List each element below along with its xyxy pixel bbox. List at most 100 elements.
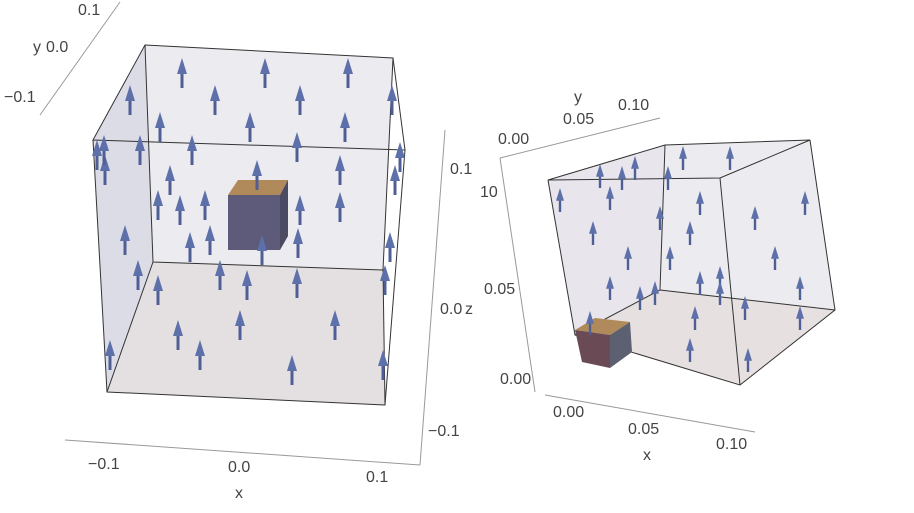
vector-arrow xyxy=(679,146,687,170)
z-tick: −0.1 xyxy=(428,423,460,440)
vector-arrow xyxy=(651,281,659,305)
vector-arrow xyxy=(99,135,109,165)
vector-arrow xyxy=(696,271,704,295)
vector-arrow xyxy=(631,156,639,180)
vector-arrow xyxy=(210,85,220,115)
vector-arrow xyxy=(105,340,115,370)
vector-arrow xyxy=(686,338,694,362)
vector-arrow xyxy=(292,132,302,162)
y-label: y xyxy=(33,39,41,56)
z-tick: 0.1 xyxy=(450,161,472,178)
vector-arrow xyxy=(395,142,405,172)
back-face xyxy=(660,140,835,310)
vector-arrow xyxy=(716,281,724,305)
vector-arrow xyxy=(92,140,102,170)
vector-arrow xyxy=(751,206,759,230)
vector-arrow xyxy=(287,355,297,385)
plot-right xyxy=(499,117,836,433)
vector-arrow xyxy=(387,85,397,115)
plot-left xyxy=(39,1,446,466)
side-face xyxy=(93,45,153,392)
x-label: x xyxy=(235,485,243,502)
axes xyxy=(39,1,446,466)
z-tick: 0.0 xyxy=(440,301,462,318)
vector-arrow xyxy=(120,225,130,255)
cube-side xyxy=(280,180,288,250)
vector-arrow xyxy=(235,310,245,340)
vector-arrow xyxy=(596,164,604,188)
cube-front xyxy=(228,195,280,250)
vector-arrow xyxy=(200,190,210,220)
vector-arrow xyxy=(378,350,388,380)
z-tick: 0.00 xyxy=(500,371,531,388)
vector-arrow xyxy=(335,192,345,222)
vector-arrow xyxy=(293,228,303,258)
vector-arrow xyxy=(153,190,163,220)
y-tick: 0.05 xyxy=(563,111,594,128)
vector-arrow xyxy=(343,58,353,88)
x-tick: 0.05 xyxy=(628,421,659,438)
y-tick: 0.10 xyxy=(618,97,649,114)
vector-arrow xyxy=(245,112,255,142)
vector-arrow xyxy=(252,160,262,190)
vector-arrow xyxy=(195,340,205,370)
vector-arrow xyxy=(187,135,197,165)
axes xyxy=(499,117,756,433)
z-tick: 0.05 xyxy=(484,281,515,298)
vector-arrow xyxy=(666,246,674,270)
vector-arrow xyxy=(656,206,664,230)
vector-arrow xyxy=(726,146,734,170)
side-face xyxy=(548,145,665,335)
y-tick: 0.1 xyxy=(78,2,100,19)
y-tick: −0.1 xyxy=(4,89,36,106)
vector-arrow xyxy=(133,260,143,290)
vector-arrow xyxy=(165,165,175,195)
vector-arrow xyxy=(771,246,779,270)
cube-side xyxy=(610,322,632,368)
x-tick: −0.1 xyxy=(88,456,120,473)
vector-arrow xyxy=(335,155,345,185)
vector-arrow xyxy=(125,85,135,115)
vector-arrow xyxy=(185,232,195,262)
vector-arrow xyxy=(801,191,809,215)
cube-front xyxy=(575,330,610,368)
vector-arrow xyxy=(155,112,165,142)
vector-arrow xyxy=(177,58,187,88)
vector-arrow xyxy=(618,166,626,190)
vector-arrow xyxy=(295,195,305,225)
vector-arrow xyxy=(636,286,644,310)
vector-arrow xyxy=(390,165,400,195)
vector-arrow xyxy=(385,232,395,262)
vector-arrow xyxy=(586,311,594,335)
vector-arrow xyxy=(292,268,302,298)
vector-arrow xyxy=(606,186,614,210)
vector-arrow xyxy=(173,320,183,350)
vector-arrow xyxy=(624,246,632,270)
vector-arrow xyxy=(380,265,390,295)
vector-arrow xyxy=(205,225,215,255)
vector-arrow xyxy=(606,276,614,300)
vector-arrow xyxy=(295,85,305,115)
vector-arrow xyxy=(796,306,804,330)
box-edges xyxy=(92,44,406,406)
x-tick: 0.10 xyxy=(716,436,747,453)
vector-arrow xyxy=(589,221,597,245)
x-tick: 0.1 xyxy=(366,469,388,486)
x-tick: 0.00 xyxy=(553,404,584,421)
vector-arrow xyxy=(340,112,350,142)
z-tick: 10 xyxy=(480,184,498,201)
z-label: z xyxy=(465,301,473,318)
vector-arrow xyxy=(664,166,672,190)
vector-arrow xyxy=(556,188,564,212)
vector-arrow xyxy=(741,296,749,320)
vector-arrow xyxy=(796,276,804,300)
vector-arrow xyxy=(242,270,252,300)
vector-arrow xyxy=(175,195,185,225)
back-face xyxy=(145,45,393,270)
vector-arrow xyxy=(691,306,699,330)
y-tick: 0.0 xyxy=(46,39,68,56)
x-tick: 0.0 xyxy=(228,459,250,476)
vector-arrow xyxy=(135,135,145,165)
vector-arrow xyxy=(686,221,694,245)
